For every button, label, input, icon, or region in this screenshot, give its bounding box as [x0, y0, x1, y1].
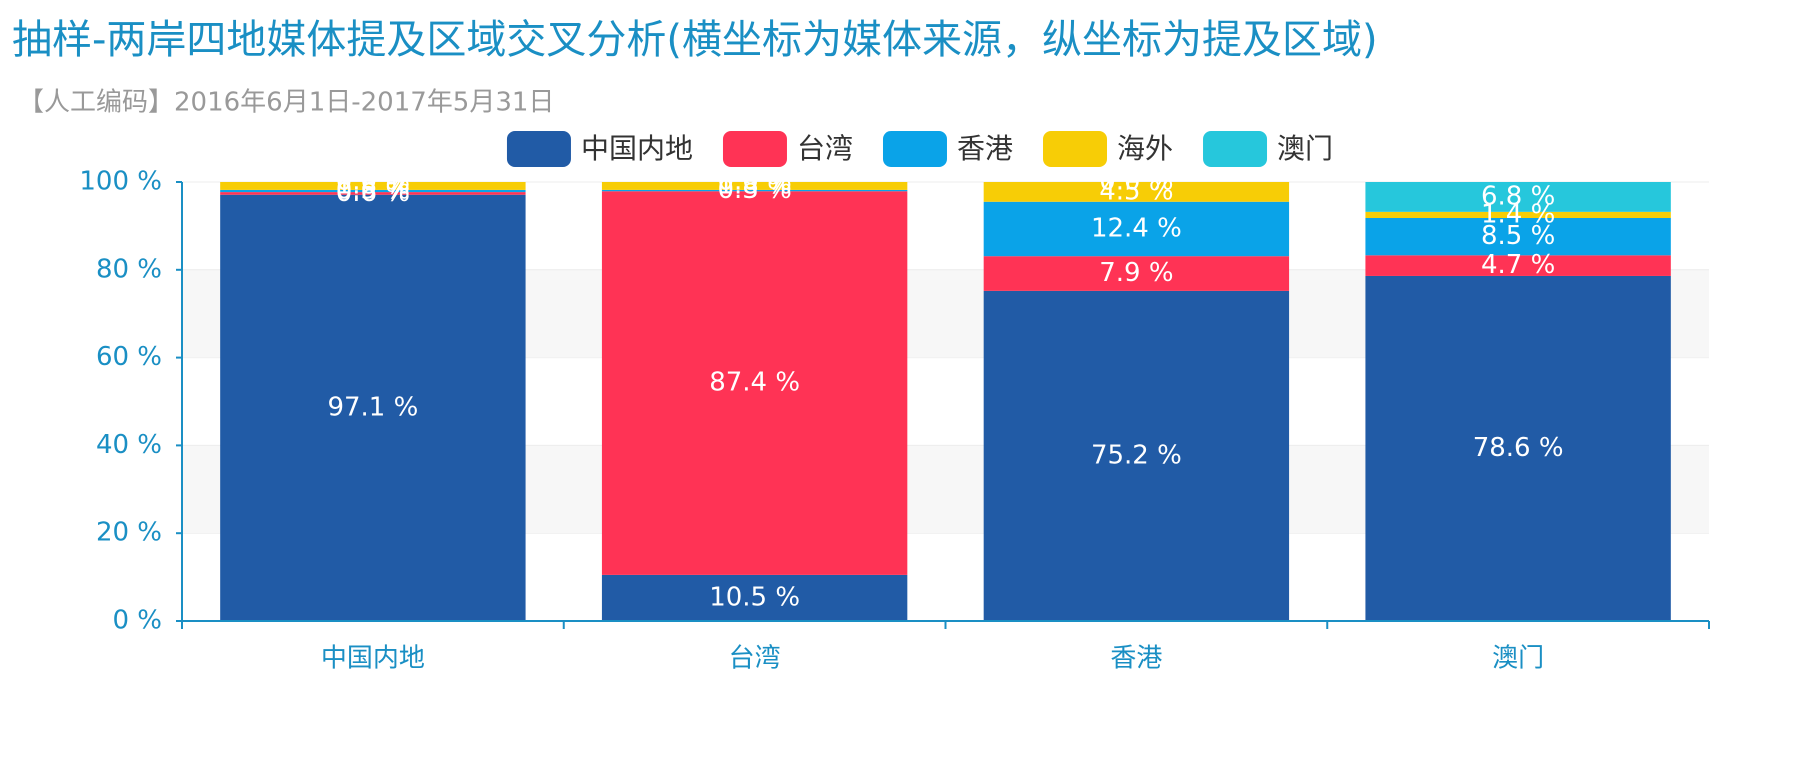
- y-tick-label: 100 %: [79, 167, 162, 197]
- data-label: 0.5 %: [336, 175, 410, 205]
- data-label: 75.2 %: [1091, 440, 1182, 470]
- legend: 中国内地 台湾 香港 海外 澳门: [506, 131, 1333, 167]
- data-label: 0.3 %: [717, 175, 791, 205]
- data-label: 8.5 %: [1481, 221, 1555, 251]
- chart-subtitle: 【人工编码】2016年6月1日-2017年5月31日: [18, 88, 554, 118]
- data-label: 7.9 %: [1099, 258, 1173, 288]
- x-tick-label: 台湾: [729, 644, 781, 674]
- legend-label: 中国内地: [581, 132, 693, 165]
- bar-segment: [220, 189, 526, 193]
- x-tick-label: 中国内地: [321, 644, 425, 674]
- data-label: 97.1 %: [327, 392, 418, 422]
- legend-label: 香港: [957, 132, 1013, 165]
- data-label: 78.6 %: [1473, 433, 1564, 463]
- y-tick-label: 20 %: [96, 518, 162, 548]
- data-label: 0.6 %: [336, 178, 410, 208]
- bar-segment: [601, 182, 908, 190]
- chart-title: 抽样-两岸四地媒体提及区域交叉分析(横坐标为媒体来源，纵坐标为提及区域): [12, 17, 1378, 63]
- y-tick-label: 60 %: [96, 342, 162, 372]
- bar-segment: [220, 194, 526, 621]
- bar-segment: [1365, 211, 1671, 218]
- data-label: 4.7 %: [1481, 250, 1555, 280]
- data-label: 0.0 %: [336, 167, 410, 197]
- legend-label: 澳门: [1277, 132, 1333, 165]
- legend-swatch: [722, 131, 787, 167]
- bar-segment: [1365, 275, 1671, 621]
- bar-segment: [220, 192, 526, 195]
- bar-segment: [601, 574, 908, 621]
- x-tick-label: 香港: [1110, 644, 1162, 674]
- data-label: 12.4 %: [1091, 213, 1182, 243]
- legend-swatch: [1043, 131, 1108, 167]
- data-label: 1.4 %: [1481, 199, 1555, 229]
- bar-segment: [601, 189, 908, 192]
- bar-segment: [601, 191, 908, 575]
- legend-swatch: [882, 131, 947, 167]
- bar-segment: [1365, 255, 1671, 276]
- data-label: 87.4 %: [709, 368, 800, 398]
- bar-segment: [1365, 217, 1671, 256]
- data-label: 0.0 %: [1099, 167, 1173, 197]
- y-tick-label: 80 %: [96, 254, 162, 284]
- legend-swatch: [506, 131, 571, 167]
- bar-segment: [983, 290, 1290, 621]
- legend-label: 海外: [1117, 132, 1173, 165]
- x-tick-label: 澳门: [1492, 644, 1544, 674]
- data-label: 0.0 %: [717, 167, 791, 197]
- data-label: 1.8 %: [717, 170, 791, 200]
- y-tick-label: 0 %: [112, 606, 162, 636]
- y-tick-label: 40 %: [96, 430, 162, 460]
- legend-swatch: [1203, 131, 1268, 167]
- bar-segment: [983, 182, 1290, 202]
- bar-segment: [983, 256, 1290, 291]
- data-label: 1.8 %: [336, 170, 410, 200]
- data-label: 10.5 %: [709, 582, 800, 612]
- data-label: 4.5 %: [1099, 176, 1173, 206]
- bar-segment: [1365, 182, 1671, 212]
- legend-label: 台湾: [797, 132, 853, 165]
- bar-segment: [983, 201, 1290, 257]
- data-label: 6.8 %: [1481, 181, 1555, 211]
- bar-segment: [220, 182, 526, 190]
